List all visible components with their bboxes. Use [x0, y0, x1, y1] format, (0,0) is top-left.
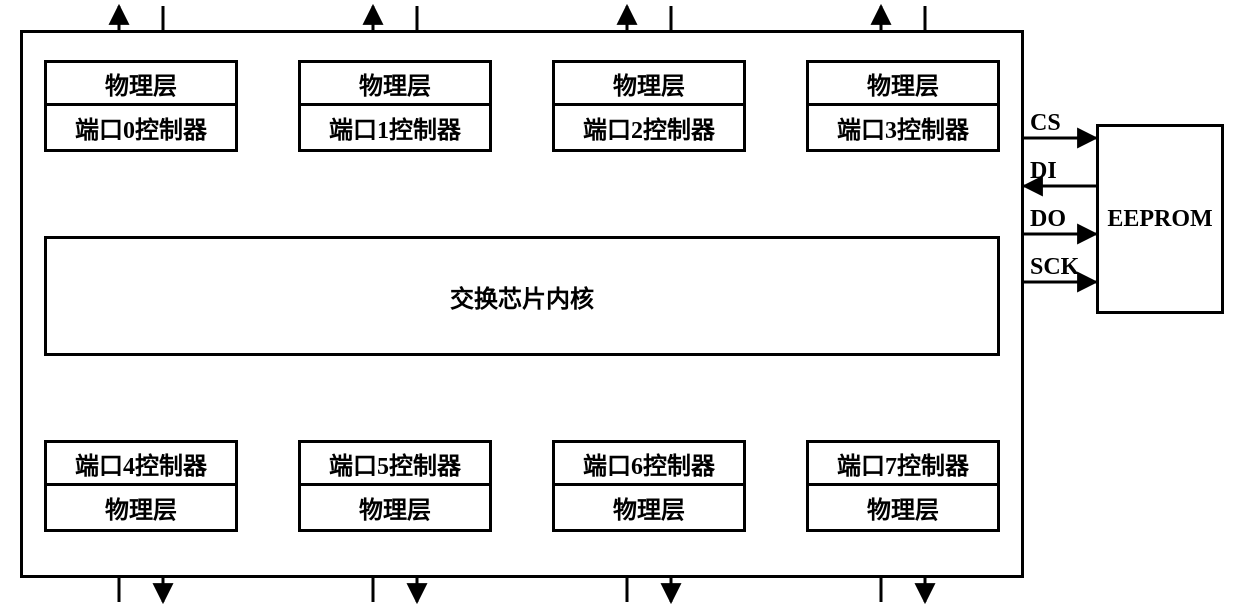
ctrl-label: 端口3控制器 [809, 106, 997, 149]
eeprom-block: EEPROM [1096, 124, 1224, 314]
ctrl-label: 端口5控制器 [301, 443, 489, 486]
signal-label-cs: CS [1030, 110, 1061, 137]
port-block-1: 物理层 端口1控制器 [298, 60, 492, 152]
switch-core: 交换芯片内核 [44, 236, 1000, 356]
port-block-6: 端口6控制器 物理层 [552, 440, 746, 532]
port-block-2: 物理层 端口2控制器 [552, 60, 746, 152]
phy-label: 物理层 [47, 63, 235, 106]
ctrl-label: 端口4控制器 [47, 443, 235, 486]
ctrl-label: 端口2控制器 [555, 106, 743, 149]
port-block-5: 端口5控制器 物理层 [298, 440, 492, 532]
ctrl-label: 端口0控制器 [47, 106, 235, 149]
ctrl-label: 端口1控制器 [301, 106, 489, 149]
phy-label: 物理层 [47, 486, 235, 529]
phy-label: 物理层 [555, 63, 743, 106]
switch-core-label: 交换芯片内核 [450, 279, 594, 314]
ctrl-label: 端口7控制器 [809, 443, 997, 486]
eeprom-label: EEPROM [1107, 206, 1212, 233]
port-block-4: 端口4控制器 物理层 [44, 440, 238, 532]
port-block-7: 端口7控制器 物理层 [806, 440, 1000, 532]
signal-label-di: DI [1030, 158, 1057, 185]
phy-label: 物理层 [301, 63, 489, 106]
phy-label: 物理层 [301, 486, 489, 529]
phy-label: 物理层 [809, 63, 997, 106]
phy-label: 物理层 [809, 486, 997, 529]
port-block-3: 物理层 端口3控制器 [806, 60, 1000, 152]
phy-label: 物理层 [555, 486, 743, 529]
port-block-0: 物理层 端口0控制器 [44, 60, 238, 152]
signal-label-do: DO [1030, 206, 1066, 233]
ctrl-label: 端口6控制器 [555, 443, 743, 486]
diagram-canvas: 交换芯片内核 物理层 端口0控制器 物理层 端口1控制器 物理层 端口2控制器 … [0, 0, 1240, 609]
signal-label-sck: SCK [1030, 254, 1079, 281]
